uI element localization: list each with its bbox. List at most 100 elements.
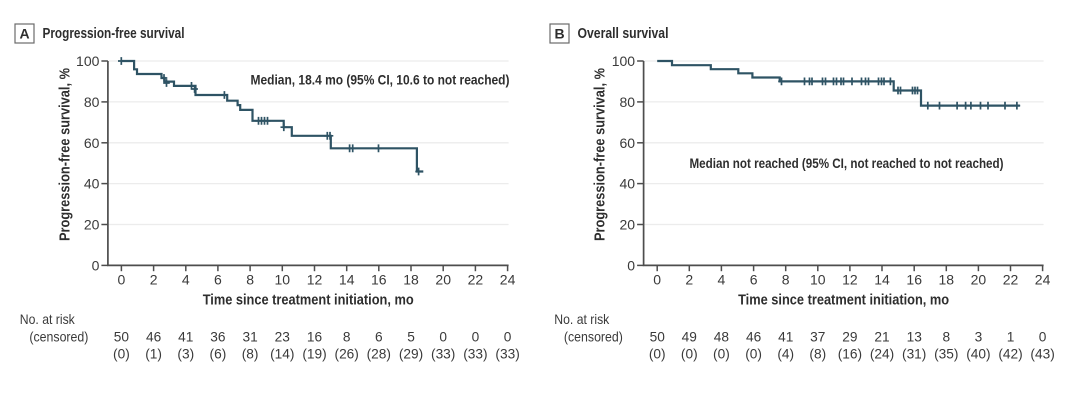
svg-text:0: 0 <box>92 257 100 273</box>
svg-text:(0): (0) <box>713 346 730 361</box>
svg-text:0: 0 <box>653 271 661 287</box>
svg-text:31: 31 <box>242 330 257 345</box>
svg-text:(censored): (censored) <box>29 330 88 345</box>
svg-text:Median not reached (95% CI, no: Median not reached (95% CI, not reached … <box>690 156 1004 171</box>
svg-text:48: 48 <box>714 330 730 345</box>
svg-text:6: 6 <box>214 271 222 287</box>
svg-text:3: 3 <box>975 330 983 345</box>
svg-text:80: 80 <box>84 94 100 110</box>
svg-text:0: 0 <box>504 330 512 345</box>
svg-text:16: 16 <box>906 271 922 287</box>
svg-text:41: 41 <box>778 330 793 345</box>
svg-text:20: 20 <box>435 271 451 287</box>
svg-text:4: 4 <box>182 271 190 287</box>
svg-text:No. at risk: No. at risk <box>20 312 75 327</box>
svg-text:14: 14 <box>874 271 890 287</box>
svg-text:(0): (0) <box>113 346 130 361</box>
svg-text:50: 50 <box>114 330 130 345</box>
svg-text:24: 24 <box>500 271 516 287</box>
svg-text:37: 37 <box>810 330 825 345</box>
svg-text:24: 24 <box>1035 271 1051 287</box>
svg-text:12: 12 <box>307 271 323 287</box>
svg-text:(0): (0) <box>745 346 762 361</box>
svg-text:(0): (0) <box>681 346 698 361</box>
svg-text:(14): (14) <box>270 346 294 361</box>
svg-text:(33): (33) <box>495 346 519 361</box>
svg-text:40: 40 <box>84 176 100 192</box>
svg-text:Time since treatment initiatio: Time since treatment initiation, mo <box>203 292 414 309</box>
svg-text:0: 0 <box>472 330 480 345</box>
svg-text:(24): (24) <box>870 346 894 361</box>
svg-text:2: 2 <box>685 271 693 287</box>
svg-text:0: 0 <box>439 330 447 345</box>
svg-text:Overall survival: Overall survival <box>578 26 669 42</box>
svg-text:(1): (1) <box>145 346 162 361</box>
svg-text:8: 8 <box>343 330 351 345</box>
svg-text:(40): (40) <box>966 346 990 361</box>
svg-text:A: A <box>19 25 29 41</box>
svg-text:(6): (6) <box>210 346 227 361</box>
svg-text:41: 41 <box>178 330 193 345</box>
svg-text:50: 50 <box>650 330 666 345</box>
svg-text:49: 49 <box>682 330 697 345</box>
svg-text:B: B <box>554 25 564 41</box>
svg-text:(35): (35) <box>934 346 958 361</box>
svg-text:(8): (8) <box>242 346 259 361</box>
svg-text:Progression-free survival, %: Progression-free survival, % <box>593 68 609 241</box>
svg-text:(33): (33) <box>431 346 455 361</box>
svg-text:46: 46 <box>146 330 162 345</box>
svg-text:No. at risk: No. at risk <box>554 312 609 327</box>
svg-text:(4): (4) <box>777 346 794 361</box>
svg-text:(16): (16) <box>838 346 862 361</box>
svg-text:8: 8 <box>782 271 790 287</box>
svg-text:60: 60 <box>84 135 100 151</box>
svg-text:0: 0 <box>627 257 635 273</box>
svg-text:Progression-free survival: Progression-free survival <box>43 26 185 42</box>
svg-text:29: 29 <box>842 330 857 345</box>
svg-text:(33): (33) <box>463 346 487 361</box>
svg-text:(42): (42) <box>998 346 1022 361</box>
svg-text:8: 8 <box>942 330 950 345</box>
svg-text:(censored): (censored) <box>564 330 623 345</box>
svg-text:36: 36 <box>210 330 226 345</box>
svg-text:21: 21 <box>874 330 889 345</box>
svg-text:20: 20 <box>971 271 987 287</box>
svg-text:0: 0 <box>1039 330 1047 345</box>
svg-text:16: 16 <box>307 330 323 345</box>
svg-text:10: 10 <box>275 271 291 287</box>
svg-text:(29): (29) <box>399 346 423 361</box>
svg-text:60: 60 <box>620 135 636 151</box>
svg-text:(19): (19) <box>302 346 326 361</box>
svg-text:2: 2 <box>150 271 158 287</box>
svg-text:4: 4 <box>718 271 726 287</box>
svg-text:(8): (8) <box>809 346 826 361</box>
svg-text:100: 100 <box>76 53 100 69</box>
svg-text:(0): (0) <box>649 346 666 361</box>
svg-text:14: 14 <box>339 271 355 287</box>
svg-text:(26): (26) <box>335 346 359 361</box>
svg-text:22: 22 <box>468 271 484 287</box>
svg-text:10: 10 <box>810 271 826 287</box>
svg-text:23: 23 <box>275 330 291 345</box>
svg-text:5: 5 <box>407 330 415 345</box>
svg-text:46: 46 <box>746 330 762 345</box>
svg-text:6: 6 <box>375 330 383 345</box>
svg-text:100: 100 <box>612 53 636 69</box>
svg-text:Progression-free survival, %: Progression-free survival, % <box>57 68 73 241</box>
svg-text:18: 18 <box>939 271 955 287</box>
svg-text:6: 6 <box>750 271 758 287</box>
svg-text:(31): (31) <box>902 346 926 361</box>
svg-text:20: 20 <box>84 217 100 233</box>
svg-text:80: 80 <box>620 94 636 110</box>
svg-text:12: 12 <box>842 271 858 287</box>
svg-text:16: 16 <box>371 271 387 287</box>
svg-text:13: 13 <box>907 330 923 345</box>
svg-text:(28): (28) <box>367 346 391 361</box>
svg-text:Time since treatment initiatio: Time since treatment initiation, mo <box>738 292 949 309</box>
svg-text:40: 40 <box>620 176 636 192</box>
svg-text:(43): (43) <box>1030 346 1054 361</box>
svg-text:0: 0 <box>118 271 126 287</box>
svg-text:(3): (3) <box>177 346 194 361</box>
svg-text:18: 18 <box>403 271 419 287</box>
svg-text:22: 22 <box>1003 271 1019 287</box>
